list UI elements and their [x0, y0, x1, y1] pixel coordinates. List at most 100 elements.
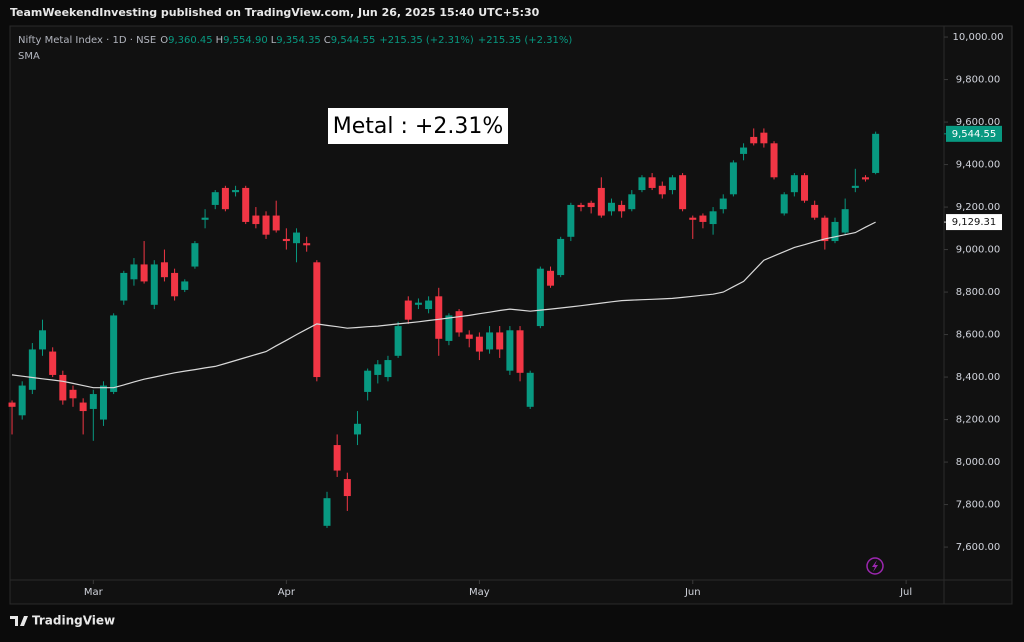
- candle-body: [353, 423, 361, 435]
- candle-body: [221, 187, 229, 210]
- candle-body: [171, 272, 179, 297]
- x-tick-label: Mar: [84, 587, 104, 598]
- symbol-legend: Nifty Metal Index · 1D · NSE O9,360.45 H9,…: [18, 35, 572, 46]
- x-tick-label: Apr: [278, 587, 296, 598]
- candle-body: [414, 302, 422, 305]
- candle-body: [181, 281, 189, 290]
- candle-body: [750, 136, 758, 144]
- candle-body: [39, 330, 47, 350]
- candle-body: [364, 370, 372, 392]
- candle-body: [506, 330, 514, 371]
- legend-value: 9,354.35: [276, 35, 321, 46]
- change: +215.35 (+2.31%): [379, 35, 474, 46]
- candle-body: [201, 217, 209, 220]
- candle-body: [587, 202, 595, 208]
- candle-body: [18, 385, 26, 416]
- y-tick-label: 8,400.00: [956, 372, 1001, 383]
- footer-logo: [10, 616, 28, 626]
- y-tick-label: 9,200.00: [956, 202, 1001, 213]
- candle-body: [790, 175, 798, 193]
- candle-body: [89, 394, 97, 409]
- x-tick-label: Jun: [684, 587, 701, 598]
- candle-body: [658, 185, 666, 195]
- candle-body: [557, 238, 565, 276]
- candle-body: [597, 187, 605, 216]
- y-tick-label: 9,800.00: [956, 75, 1001, 86]
- candle-body: [242, 187, 250, 222]
- candle-body: [719, 198, 727, 210]
- candle-body: [293, 232, 301, 244]
- candle-body: [323, 498, 331, 526]
- candle-body: [59, 374, 67, 401]
- y-tick-label: 7,800.00: [956, 500, 1001, 511]
- candle-body: [486, 332, 494, 350]
- legend-key: H: [216, 35, 224, 46]
- candle-body: [821, 217, 829, 242]
- candle-body: [252, 215, 260, 225]
- legend-value: 9,360.45: [168, 35, 213, 46]
- publisher: TeamWeekendInvesting published on Tradin…: [10, 6, 540, 19]
- candle-body: [536, 268, 544, 327]
- candle-body: [28, 349, 36, 390]
- candle-body: [69, 389, 77, 399]
- candle-body: [120, 272, 128, 301]
- candle-body: [496, 332, 504, 350]
- candle-body: [445, 315, 453, 341]
- candle-body: [384, 360, 392, 378]
- legend-value: 9,544.55: [331, 35, 376, 46]
- candle-body: [679, 175, 687, 210]
- candle-body: [861, 177, 869, 180]
- candle-body: [160, 262, 168, 278]
- symbol: Nifty Metal Index · 1D · NSE: [18, 35, 156, 46]
- y-tick-label: 8,000.00: [956, 457, 1001, 468]
- legend-key: O: [160, 35, 168, 46]
- candle-body: [668, 177, 676, 191]
- legend-value: 9,554.90: [223, 35, 268, 46]
- legend-key: L: [271, 35, 277, 46]
- y-tick-label: 9,000.00: [956, 245, 1001, 256]
- sma-legend: SMA: [18, 51, 40, 62]
- candle-body: [801, 175, 809, 201]
- last-price-label: 9,544.55: [952, 129, 997, 140]
- y-tick-label: 9,600.00: [956, 117, 1001, 128]
- candle-body: [435, 296, 443, 339]
- candle-body: [740, 147, 748, 154]
- legend-key: C: [324, 35, 331, 46]
- candle-body: [607, 202, 615, 212]
- y-tick-label: 8,600.00: [956, 330, 1001, 341]
- candle-body: [99, 385, 107, 420]
- candle-body: [79, 402, 87, 412]
- candle-body: [303, 243, 311, 246]
- sma-line: [11, 221, 876, 389]
- alert-icon: [866, 557, 884, 575]
- candle-body: [841, 209, 849, 233]
- candle-body: [130, 264, 138, 280]
- candle-body: [526, 372, 534, 407]
- candle-body: [872, 133, 880, 173]
- candle-body: [638, 177, 646, 191]
- candle-body: [394, 326, 402, 356]
- change: +215.35 (+2.31%): [478, 35, 573, 46]
- annotation: Metal : +2.31%: [333, 114, 503, 139]
- candle-body: [577, 204, 585, 208]
- candle-body: [211, 192, 219, 205]
- chart-frame: [9, 25, 1013, 605]
- x-tick-label: May: [469, 587, 490, 598]
- candle-body: [343, 479, 351, 497]
- candle-body: [465, 334, 473, 339]
- footer-brand: TradingView: [32, 614, 115, 628]
- candle-body: [282, 238, 290, 242]
- y-tick-label: 8,200.00: [956, 415, 1001, 426]
- candle-body: [313, 262, 321, 378]
- candle-body: [709, 211, 717, 225]
- candle-body: [628, 194, 636, 210]
- candle-body: [374, 364, 382, 375]
- annotation-box: [328, 108, 508, 144]
- last-price-box: [946, 125, 1002, 142]
- y-tick-label: 8,800.00: [956, 287, 1001, 298]
- candle-body: [851, 185, 859, 188]
- candle-body: [618, 204, 626, 212]
- candle-body: [729, 162, 737, 195]
